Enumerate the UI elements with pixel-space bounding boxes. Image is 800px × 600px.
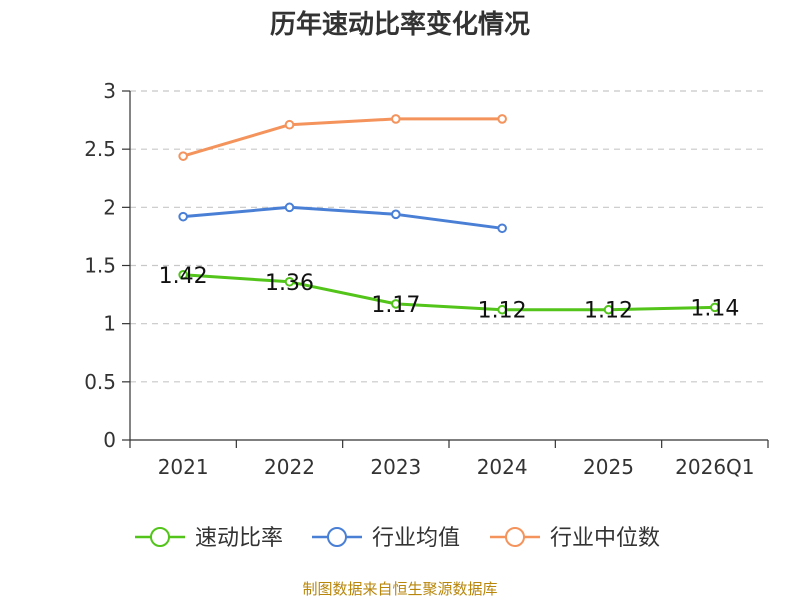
- data-label: 1.42: [159, 264, 208, 289]
- data-point: [178, 270, 188, 280]
- x-tick-label: 2023: [370, 455, 421, 479]
- x-tick-label: 2024: [477, 455, 528, 479]
- series-line: [183, 273, 715, 312]
- series-line: [182, 117, 503, 158]
- y-tick-label: 0: [103, 428, 116, 452]
- legend[interactable]: 速动比率 行业均值 行业中位数: [135, 526, 660, 551]
- data-point: [284, 202, 295, 213]
- y-tick-label: 2: [103, 195, 116, 219]
- legend-item-label: 速动比率: [195, 526, 283, 551]
- data-point: [391, 114, 401, 124]
- data-point: [178, 211, 188, 222]
- x-tick-label: 2025: [583, 455, 634, 479]
- data-source-note: 制图数据来自恒生聚源数据库: [302, 580, 498, 598]
- data-labels: 1.42 1.36 1.17 1.12 1.12 1.14: [159, 264, 740, 324]
- y-axis-ticks: 0 0.5 1 1.5 2 2.5 3: [84, 79, 130, 452]
- x-axis-ticks: 2021 2022 2023 2024 2025 2026Q1: [129, 440, 769, 479]
- legend-marker: [150, 527, 170, 547]
- y-tick-label: 1.5: [84, 254, 116, 278]
- data-label: 1.12: [584, 299, 633, 324]
- data-label: 1.14: [690, 296, 739, 321]
- data-point: [603, 304, 614, 315]
- legend-marker: [505, 527, 525, 547]
- y-tick-label: 1: [103, 312, 116, 336]
- x-tick-label: 2022: [264, 455, 315, 479]
- data-point: [284, 276, 295, 287]
- legend-marker: [327, 527, 347, 547]
- x-tick-label: 2021: [158, 455, 209, 479]
- data-point: [391, 209, 401, 220]
- chart-title: 历年速动比率变化情况: [269, 10, 530, 40]
- legend-item-label: 行业中位数: [550, 526, 660, 551]
- series-line: [183, 205, 503, 230]
- y-tick-label: 0.5: [84, 370, 116, 394]
- data-label: 1.17: [371, 293, 420, 318]
- y-tick-label: 2.5: [84, 137, 116, 161]
- legend-item-label: 行业均值: [372, 526, 460, 551]
- grid-lines: [130, 90, 768, 383]
- series-lines: [178, 114, 720, 315]
- data-point: [391, 299, 401, 309]
- data-label: 1.12: [478, 299, 527, 324]
- y-tick-label: 3: [103, 79, 116, 103]
- data-point: [497, 304, 507, 315]
- data-point: [497, 223, 507, 234]
- x-tick-label: 2026Q1: [675, 455, 754, 479]
- data-point: [497, 114, 507, 124]
- data-point: [178, 151, 188, 161]
- data-point: [284, 119, 295, 130]
- data-label: 1.36: [265, 271, 314, 296]
- data-point: [710, 302, 720, 313]
